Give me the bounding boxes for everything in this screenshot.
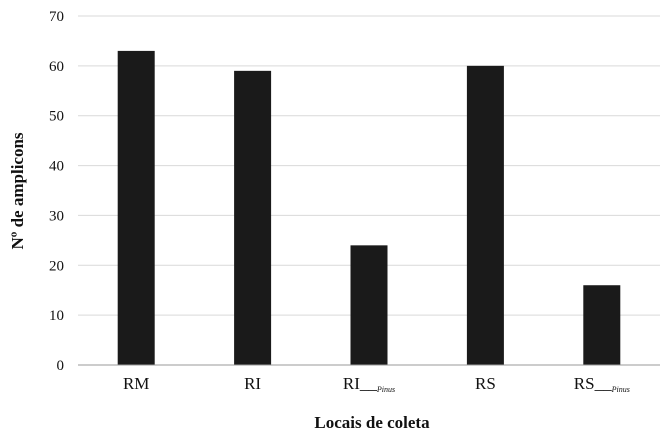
x-tick-label: RI <box>244 374 261 393</box>
y-tick-label: 10 <box>49 308 64 324</box>
y-tick-label: 50 <box>49 109 64 125</box>
x-tick-label: RI__Pinus <box>343 374 395 394</box>
x-axis-title: Locais de coleta <box>314 413 430 432</box>
y-tick-label: 70 <box>49 9 64 25</box>
y-tick-label: 30 <box>49 208 64 224</box>
bar-ri-pinus <box>350 245 388 365</box>
x-tick-labels: RM RI RI__Pinus RS RS__Pinus <box>123 374 630 394</box>
y-tick-labels: 0 10 20 30 40 50 60 70 <box>49 9 64 374</box>
bar-rm <box>117 50 155 366</box>
y-tick-label: 40 <box>49 159 64 175</box>
y-tick-label: 20 <box>49 258 64 274</box>
y-axis-title: Nº de amplicons <box>8 132 27 249</box>
y-tick-label: 0 <box>57 358 65 374</box>
bars <box>117 50 621 366</box>
bar-rs-pinus <box>583 285 621 365</box>
x-tick-label: RS__Pinus <box>574 374 630 394</box>
bar-ri <box>234 70 272 365</box>
x-tick-label: RS <box>475 374 496 393</box>
bar-rs <box>466 65 504 365</box>
gridlines <box>78 15 660 316</box>
x-tick-label: RM <box>123 374 149 393</box>
y-tick-label: 60 <box>49 59 64 75</box>
